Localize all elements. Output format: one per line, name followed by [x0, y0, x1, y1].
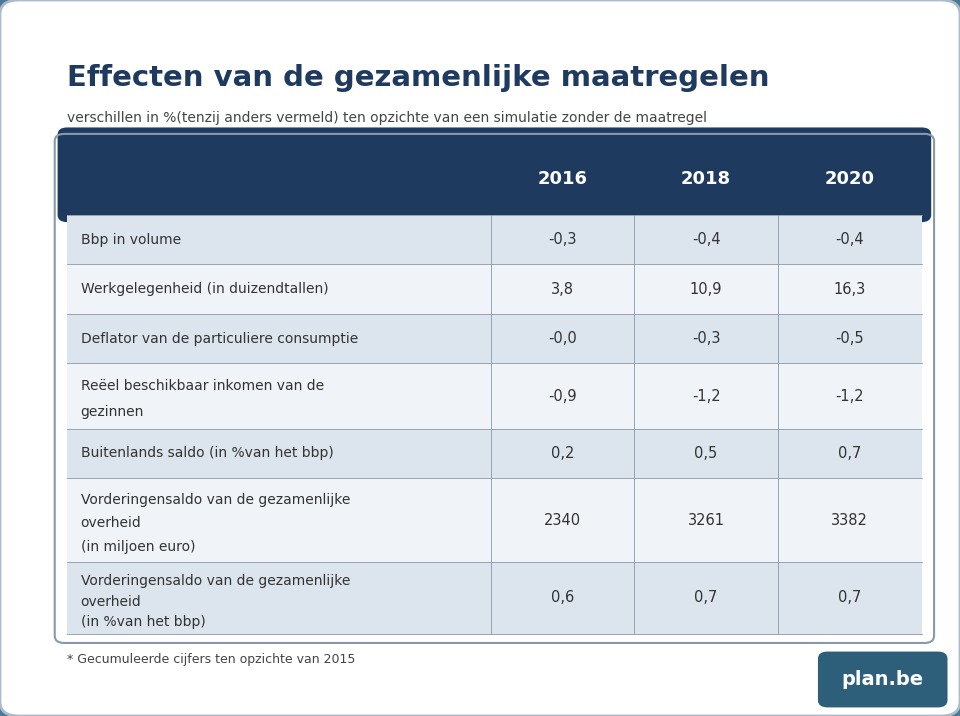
- Text: -0,4: -0,4: [835, 232, 864, 247]
- Text: gezinnen: gezinnen: [81, 405, 144, 419]
- Text: -0,3: -0,3: [548, 232, 577, 247]
- Text: Vorderingensaldo van de gezamenlijke: Vorderingensaldo van de gezamenlijke: [81, 574, 350, 588]
- Text: overheid: overheid: [81, 595, 141, 609]
- Text: Buitenlands saldo (in %van het bbp): Buitenlands saldo (in %van het bbp): [81, 446, 333, 460]
- Text: -0,0: -0,0: [548, 331, 577, 346]
- Text: overheid: overheid: [81, 516, 141, 531]
- Text: (in miljoen euro): (in miljoen euro): [81, 541, 195, 554]
- Text: verschillen in %(tenzij anders vermeld) ten opzichte van een simulatie zonder de: verschillen in %(tenzij anders vermeld) …: [67, 111, 708, 125]
- Text: 3382: 3382: [831, 513, 868, 528]
- Text: 0,7: 0,7: [838, 590, 861, 605]
- Text: 3261: 3261: [687, 513, 725, 528]
- Text: -0,9: -0,9: [548, 389, 577, 404]
- Text: -0,5: -0,5: [835, 331, 864, 346]
- Text: 0,7: 0,7: [694, 590, 718, 605]
- Text: Vorderingensaldo van de gezamenlijke: Vorderingensaldo van de gezamenlijke: [81, 493, 350, 506]
- Text: plan.be: plan.be: [842, 670, 924, 689]
- Text: Bbp in volume: Bbp in volume: [81, 233, 180, 247]
- Text: 2340: 2340: [543, 513, 581, 528]
- Text: 0,7: 0,7: [838, 446, 861, 461]
- Text: -1,2: -1,2: [835, 389, 864, 404]
- Text: 2020: 2020: [825, 170, 875, 188]
- Text: -0,4: -0,4: [692, 232, 720, 247]
- Text: Effecten van de gezamenlijke maatregelen: Effecten van de gezamenlijke maatregelen: [67, 64, 770, 92]
- Text: 3,8: 3,8: [551, 281, 574, 296]
- Text: -0,3: -0,3: [692, 331, 720, 346]
- Text: 2016: 2016: [538, 170, 588, 188]
- Text: Werkgelegenheid (in duizendtallen): Werkgelegenheid (in duizendtallen): [81, 282, 328, 296]
- Text: 2018: 2018: [681, 170, 732, 188]
- Text: 10,9: 10,9: [690, 281, 722, 296]
- Text: 0,5: 0,5: [694, 446, 718, 461]
- Text: 16,3: 16,3: [833, 281, 866, 296]
- Text: 0,6: 0,6: [551, 590, 574, 605]
- Text: 0,2: 0,2: [551, 446, 574, 461]
- Text: * Gecumuleerde cijfers ten opzichte van 2015: * Gecumuleerde cijfers ten opzichte van …: [67, 653, 355, 666]
- Text: -1,2: -1,2: [692, 389, 720, 404]
- Text: (in %van het bbp): (in %van het bbp): [81, 615, 205, 629]
- Text: Deflator van de particuliere consumptie: Deflator van de particuliere consumptie: [81, 332, 358, 346]
- Text: Reëel beschikbaar inkomen van de: Reëel beschikbaar inkomen van de: [81, 379, 324, 393]
